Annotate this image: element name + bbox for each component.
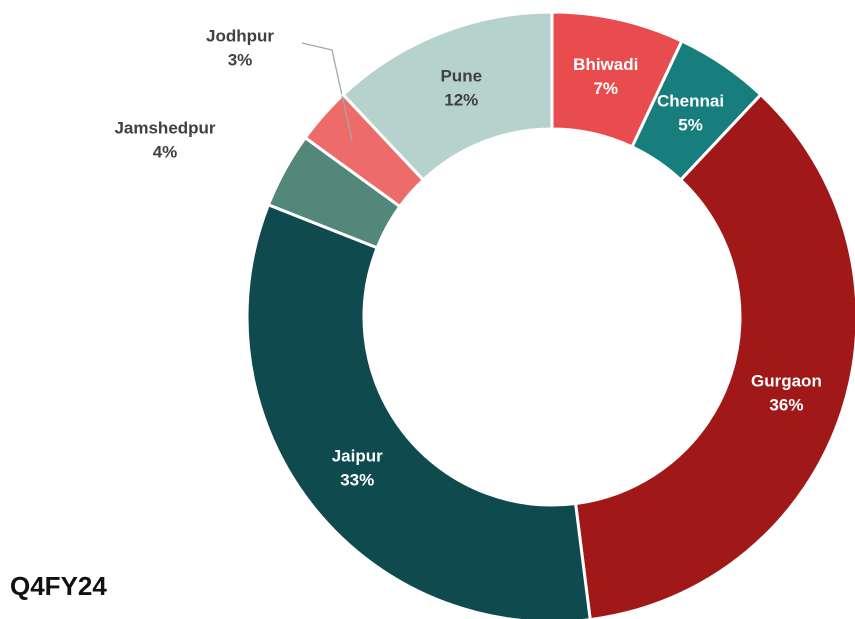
chart-title: Q4FY24: [10, 571, 107, 601]
slice-label: Chennai: [657, 92, 724, 111]
slice-label: Gurgaon: [751, 372, 822, 391]
leader-line: [301, 42, 353, 141]
slice-label: Bhiwadi: [573, 55, 638, 74]
slice-value: 4%: [153, 142, 178, 161]
slice-value: 5%: [678, 116, 703, 135]
slice-label: Jaipur: [332, 447, 383, 466]
slice: [245, 202, 592, 619]
slice-value: 3%: [228, 50, 253, 69]
slice-label: Jamshedpur: [114, 118, 215, 137]
slice-value: 36%: [769, 396, 803, 415]
slice: [573, 92, 855, 619]
slice-label: Jodhpur: [206, 26, 274, 45]
slice: [341, 10, 554, 183]
slice-value: 7%: [593, 79, 618, 98]
slice-value: 12%: [444, 90, 478, 109]
slice-value: 33%: [340, 471, 374, 490]
slice-label: Pune: [440, 66, 482, 85]
